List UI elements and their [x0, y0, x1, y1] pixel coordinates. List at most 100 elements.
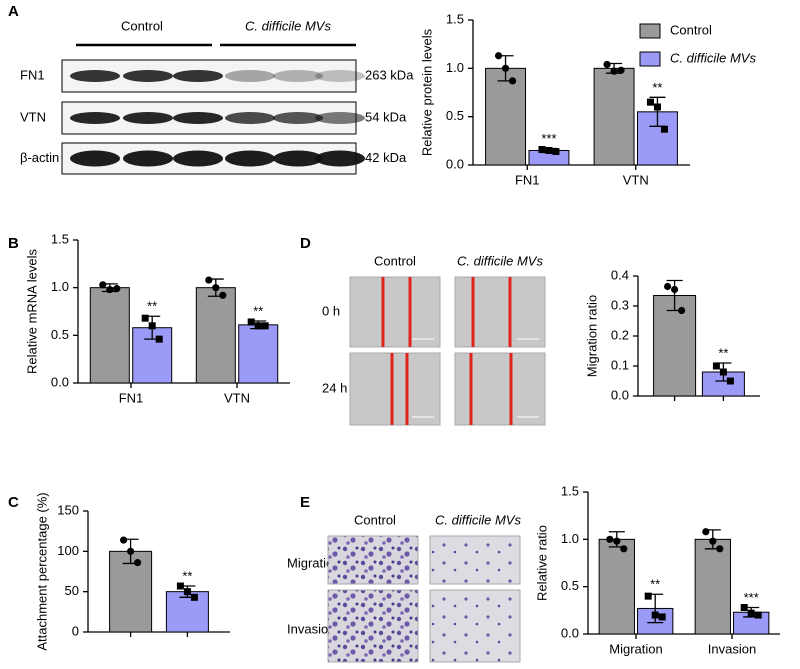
- bar: [109, 550, 153, 633]
- y-axis-label: Relative mRNA levels: [24, 249, 39, 374]
- blot-band: [225, 70, 275, 82]
- blot-band: [123, 150, 173, 167]
- data-point: [219, 291, 227, 299]
- data-point: [106, 285, 114, 294]
- data-point: [754, 611, 762, 619]
- image-column: Control: [374, 253, 416, 268]
- panel-letter: D: [300, 235, 311, 252]
- blot-band: [173, 70, 223, 82]
- data-point: [176, 582, 184, 590]
- data-point: [603, 60, 611, 69]
- significance: **: [650, 577, 660, 592]
- data-point: [113, 285, 121, 293]
- data-point: [660, 125, 668, 133]
- legend-label: C. difficile MVs: [670, 50, 756, 65]
- data-point: [664, 282, 672, 291]
- blot-band: [70, 112, 120, 124]
- panel-letter: C: [8, 494, 19, 511]
- significance: ***: [541, 131, 556, 146]
- data-point: [538, 146, 546, 154]
- blot-band: [225, 112, 275, 124]
- bar: [598, 538, 635, 635]
- data-point: [716, 545, 724, 553]
- blot-band: [273, 150, 323, 167]
- data-point: [747, 609, 755, 617]
- data-point: [658, 613, 666, 621]
- legend-swatch: [639, 23, 661, 39]
- panel-letter: E: [300, 494, 310, 511]
- data-point: [712, 362, 720, 370]
- x-tick-label: Invasion: [708, 641, 756, 656]
- data-point: [127, 547, 135, 555]
- data-point: [617, 66, 625, 74]
- y-tick-label: 0.4: [611, 267, 629, 282]
- y-tick-label: 0.0: [611, 387, 629, 402]
- y-tick-label: 1.5: [561, 483, 579, 498]
- bar: [238, 324, 279, 384]
- image-row: Migration: [287, 555, 340, 570]
- blot-size: 42 kDa: [365, 150, 407, 165]
- data-point: [678, 306, 686, 315]
- blot-band: [273, 112, 323, 124]
- blot-band: [225, 150, 275, 167]
- blot-band: [315, 150, 365, 167]
- data-point: [651, 611, 659, 619]
- group-label: C. difficile MVs: [245, 18, 331, 33]
- blot-band: [123, 70, 173, 82]
- data-point: [613, 537, 621, 545]
- group-label: Control: [121, 18, 163, 33]
- blot-band: [315, 112, 365, 124]
- bar: [694, 538, 731, 635]
- scratch-image: [349, 276, 441, 348]
- y-tick-label: 50: [65, 583, 79, 598]
- blot-band: [273, 70, 323, 82]
- data-point: [134, 559, 142, 567]
- data-point: [148, 322, 156, 330]
- y-tick-label: 1.0: [561, 531, 579, 546]
- bar: [593, 67, 635, 166]
- image-row: Invasion: [287, 621, 335, 636]
- image-column: C. difficile MVs: [435, 512, 521, 527]
- panel-letter: A: [8, 3, 19, 20]
- y-tick-label: 0: [72, 623, 79, 638]
- data-point: [155, 335, 163, 343]
- y-tick-label: 0.3: [611, 297, 629, 312]
- data-point: [644, 592, 652, 600]
- y-tick-label: 150: [57, 502, 79, 517]
- data-point: [254, 322, 262, 330]
- y-tick-label: 0.1: [611, 357, 629, 372]
- data-point: [212, 284, 220, 292]
- data-point: [646, 98, 654, 106]
- data-point: [726, 377, 734, 385]
- bar: [653, 295, 697, 397]
- x-tick-label: VTN: [224, 390, 250, 405]
- legend-label: Control: [670, 22, 712, 37]
- data-point: [247, 318, 255, 326]
- x-tick-label: FN1: [515, 172, 540, 187]
- y-tick-label: 0.5: [446, 108, 464, 123]
- blot-row-label: FN1: [20, 67, 45, 82]
- y-axis-label: Attachment percentage (%): [34, 492, 49, 650]
- data-point: [190, 593, 198, 601]
- data-point: [740, 603, 748, 611]
- transwell-image: [429, 589, 521, 663]
- data-point: [610, 67, 618, 75]
- transwell-image: [429, 535, 521, 585]
- bar: [701, 371, 745, 397]
- blot-band: [123, 112, 173, 124]
- bar: [89, 287, 130, 384]
- y-tick-label: 1.5: [446, 11, 464, 26]
- blot-band: [315, 70, 365, 82]
- x-tick-label: Migration: [609, 641, 662, 656]
- data-point: [205, 276, 213, 284]
- y-tick-label: 1.0: [446, 60, 464, 75]
- y-tick-label: 100: [57, 543, 79, 558]
- data-point: [709, 537, 717, 545]
- data-point: [552, 147, 560, 155]
- transwell-image: [327, 589, 419, 663]
- bar: [485, 67, 527, 166]
- scratch-image: [349, 352, 441, 426]
- significance: **: [652, 80, 662, 95]
- image-row: 0 h: [322, 303, 340, 318]
